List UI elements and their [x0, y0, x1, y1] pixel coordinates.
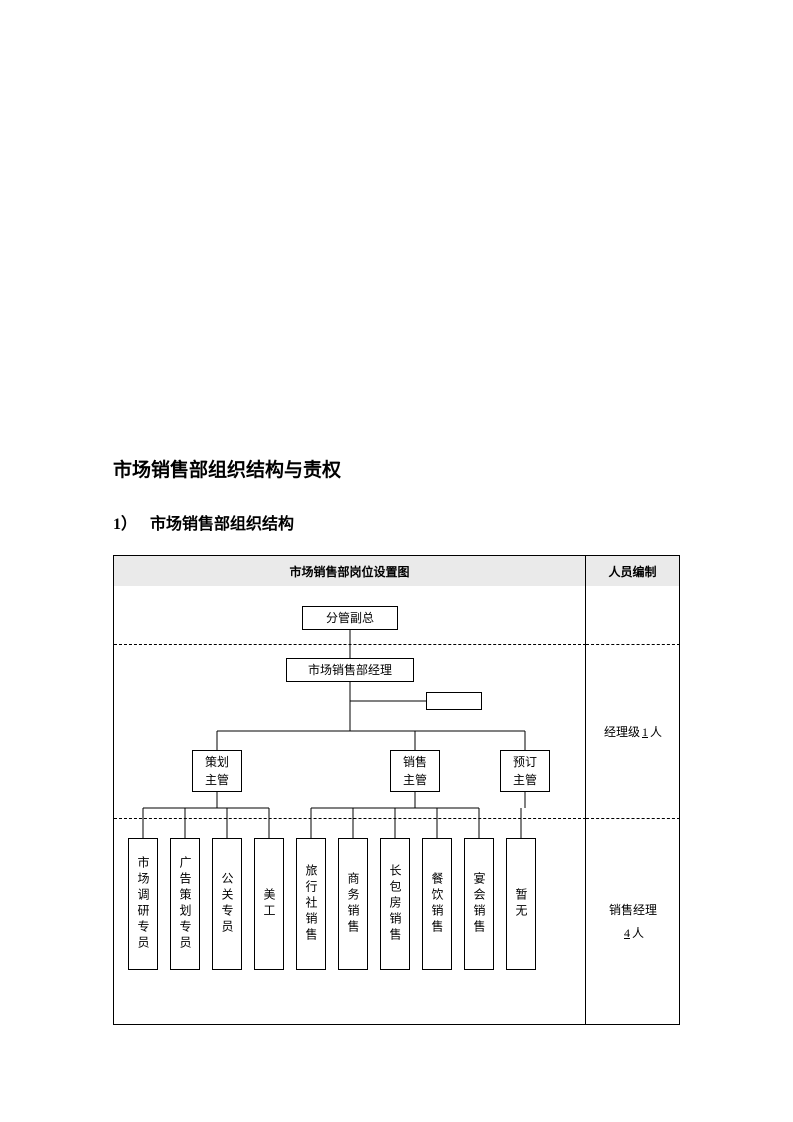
org-node-top: 分管副总: [302, 606, 398, 630]
org-node-supervisor-1: 销售 主管: [390, 750, 440, 792]
staffing-row3-unit: 人: [632, 926, 644, 940]
table-body: 经理级1人 销售经理 4人: [114, 586, 679, 1024]
org-node-leaf-0: 市场调研专员: [128, 838, 158, 970]
org-node-leaf-3: 美工: [254, 838, 284, 970]
staffing-column: 经理级1人 销售经理 4人: [586, 586, 680, 1024]
org-node-leaf-9: 暂无: [506, 838, 536, 970]
staffing-cell-2: 经理级1人: [586, 644, 680, 818]
org-chart: 分管副总 市场销售部经理 策划 主管 销售 主管 预订 主管 市场调研专员 广告…: [114, 586, 586, 1024]
staffing-row3-count: 4: [622, 926, 632, 940]
staffing-row2-unit: 人: [650, 725, 662, 739]
org-node-manager: 市场销售部经理: [286, 658, 414, 682]
org-node-leaf-6: 长包房销售: [380, 838, 410, 970]
org-node-supervisor-0: 策划 主管: [192, 750, 242, 792]
org-node-leaf-2: 公关专员: [212, 838, 242, 970]
staffing-cell-1: [586, 586, 680, 644]
org-table: 市场销售部岗位设置图 人员编制 经理级1人 销售经理 4人: [113, 555, 680, 1025]
org-node-empty: [426, 692, 482, 710]
org-node-leaf-1: 广告策划专员: [170, 838, 200, 970]
staffing-row2-label: 经理级: [604, 725, 640, 739]
staffing-cell-3: 销售经理 4人: [586, 818, 680, 1024]
section-title: 市场销售部组织结构: [150, 510, 294, 534]
table-header-row: 市场销售部岗位设置图 人员编制: [114, 556, 679, 586]
org-node-leaf-5: 商务销售: [338, 838, 368, 970]
org-node-leaf-4: 旅行社销售: [296, 838, 326, 970]
org-node-leaf-8: 宴会销售: [464, 838, 494, 970]
org-node-leaf-7: 餐饮销售: [422, 838, 452, 970]
section-number: 1）: [113, 510, 137, 534]
staffing-row3-label: 销售经理: [609, 901, 657, 918]
org-node-supervisor-2: 预订 主管: [500, 750, 550, 792]
page-title: 市场销售部组织结构与责权: [113, 455, 341, 482]
table-header-side: 人员编制: [586, 556, 679, 586]
table-header-main: 市场销售部岗位设置图: [114, 556, 586, 586]
staffing-row2-count: 1: [640, 725, 650, 739]
